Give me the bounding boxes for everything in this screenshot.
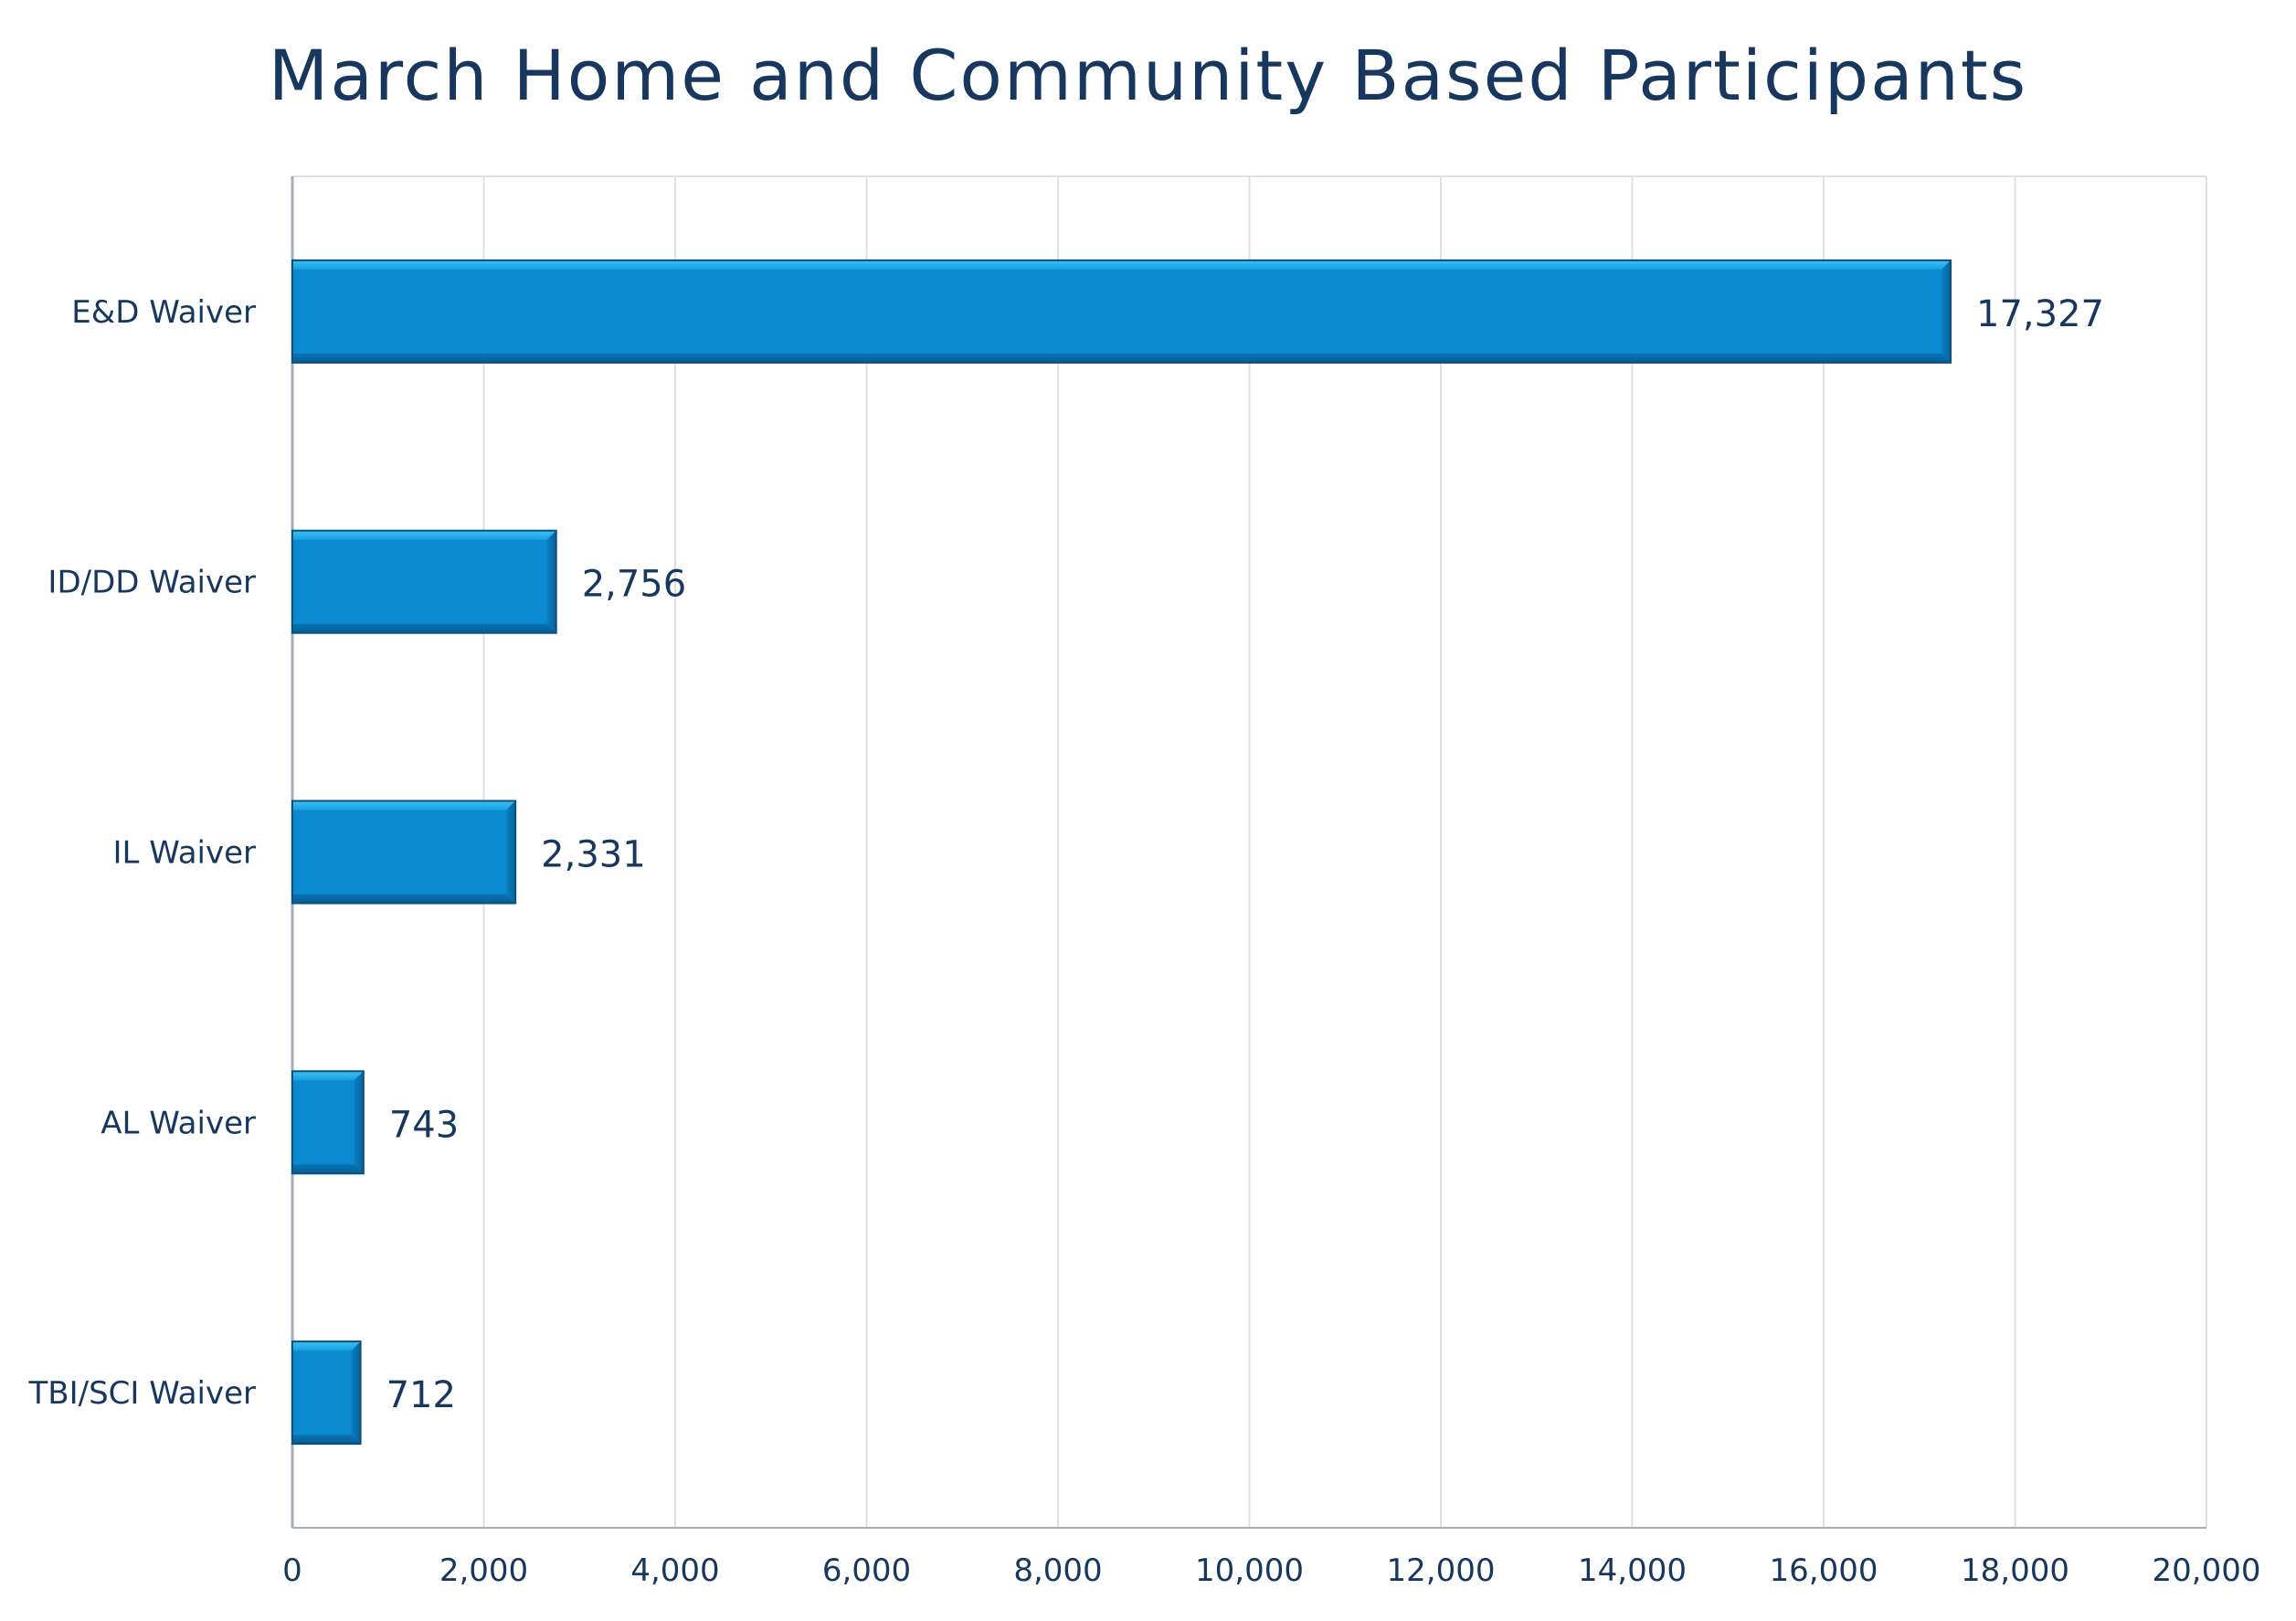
bar-body — [292, 260, 1952, 363]
bar — [291, 1340, 362, 1446]
chart-title: March Home and Community Based Participa… — [268, 35, 2028, 116]
bar-bevel-bottom — [292, 1164, 364, 1174]
x-tick-label: 10,000 — [1195, 1552, 1304, 1589]
bar — [291, 529, 557, 634]
bar-outline — [291, 259, 1952, 364]
x-tick-label: 12,000 — [1387, 1552, 1496, 1589]
bar-value-label: 743 — [389, 1104, 459, 1146]
bar-outline — [291, 1340, 362, 1446]
x-tick-label: 14,000 — [1578, 1552, 1687, 1589]
y-category-label: IL Waiver — [112, 835, 256, 872]
bar-body — [292, 1341, 361, 1445]
y-category-label: E&D Waiver — [71, 294, 256, 331]
y-category-label: AL Waiver — [101, 1105, 256, 1141]
bar-value-label: 712 — [386, 1374, 456, 1416]
x-tick-label: 20,000 — [2153, 1552, 2261, 1589]
bar-bevel-bottom — [292, 623, 556, 633]
bar — [291, 800, 517, 905]
bar-bevel-top — [292, 800, 516, 810]
bar-bevel-top — [292, 530, 556, 540]
x-tick-label: 6,000 — [822, 1552, 911, 1589]
bar-bevel-right — [354, 1071, 364, 1174]
bar-bevel-top — [292, 1071, 364, 1081]
bar-bevel-bottom — [292, 353, 1952, 363]
bar-body — [292, 1071, 364, 1174]
bar-body — [292, 800, 516, 904]
bar-body — [292, 530, 556, 633]
bar-bevel-right — [351, 1341, 361, 1445]
x-tick-label: 0 — [282, 1552, 302, 1589]
bar-value-label: 2,756 — [582, 564, 687, 606]
bar-outline — [291, 529, 557, 634]
bar-bevel-top — [292, 260, 1952, 270]
bar-bevel-bottom — [292, 1435, 361, 1445]
y-category-label: ID/DD Waiver — [48, 565, 256, 601]
bar — [291, 259, 1952, 364]
bar-value-label: 2,331 — [541, 834, 646, 876]
bar-value-label: 17,327 — [1976, 293, 2104, 335]
bar-bevel-right — [1942, 260, 1952, 363]
bar-bevel-right — [506, 800, 516, 904]
bar — [291, 1070, 365, 1175]
bar-outline — [291, 1070, 365, 1175]
x-tick-label: 16,000 — [1770, 1552, 1878, 1589]
bar-bevel-top — [292, 1341, 361, 1351]
y-category-label: TBI/SCI Waiver — [28, 1375, 256, 1412]
bar-outline — [291, 800, 517, 905]
x-tick-label: 18,000 — [1961, 1552, 2069, 1589]
x-tick-label: 8,000 — [1013, 1552, 1102, 1589]
x-tick-label: 4,000 — [630, 1552, 719, 1589]
bar-bevel-bottom — [292, 894, 516, 904]
x-tick-label: 2,000 — [439, 1552, 528, 1589]
bar-bevel-right — [546, 530, 556, 633]
